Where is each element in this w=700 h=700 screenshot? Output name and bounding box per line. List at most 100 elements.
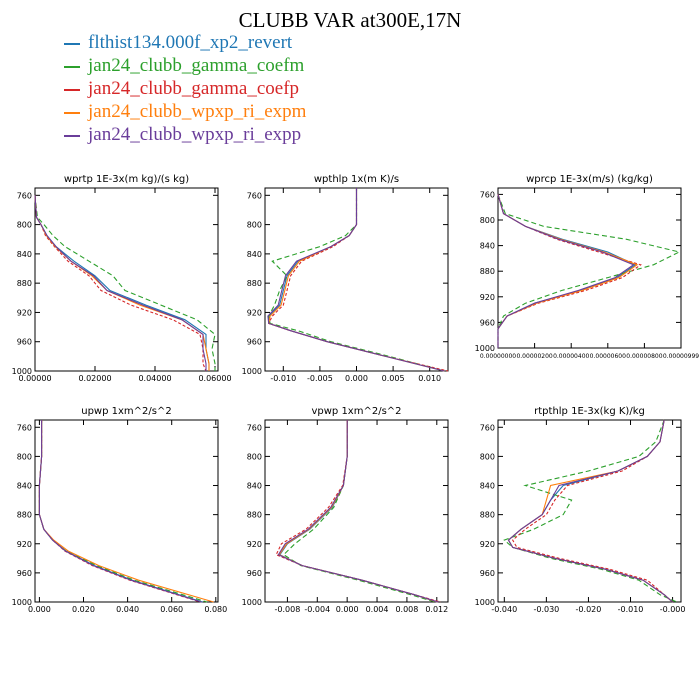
y-tick-label: 840 xyxy=(17,250,32,259)
y-tick-label: 1000 xyxy=(12,367,32,376)
x-tick-label: -0.030 xyxy=(533,605,559,614)
y-tick-label: 1000 xyxy=(475,344,495,353)
y-tick-label: 800 xyxy=(480,452,495,461)
y-tick-label: 800 xyxy=(480,216,495,225)
x-tick-label: 0.000 xyxy=(28,605,51,614)
x-tick-label: -0.008 xyxy=(275,605,301,614)
series-line xyxy=(267,188,449,372)
figure-title: CLUBB VAR at300E,17N xyxy=(238,8,462,32)
chart-panel: vpwp 1xm^2/s^2 760 800 840 880 920 960 1000 -0.0… xyxy=(242,406,449,614)
series-line xyxy=(268,188,445,372)
y-tick-label: 1000 xyxy=(242,367,262,376)
plot-frame xyxy=(34,419,219,603)
y-tick-label: 760 xyxy=(247,191,262,200)
x-tick-label: -0.005 xyxy=(307,374,333,383)
series-line xyxy=(507,419,673,603)
series-line xyxy=(34,195,210,371)
x-tick-label: 0.008 xyxy=(395,605,418,614)
plot-frame xyxy=(34,187,219,372)
y-tick-label: 840 xyxy=(17,482,32,491)
y-tick-label: 840 xyxy=(480,482,495,491)
x-tick-label: 0.06000 xyxy=(198,374,231,383)
chart-panel: upwp 1xm^2/s^2 760 800 840 880 920 960 10000.00… xyxy=(12,406,228,614)
y-tick-label: 880 xyxy=(17,279,32,288)
y-tick-label: 840 xyxy=(480,242,495,251)
chart-title: wpthlp 1x(m K)/s xyxy=(314,174,399,185)
y-tick-label: 920 xyxy=(247,540,262,549)
x-tick-label: -0.000 xyxy=(660,605,686,614)
chart-title: upwp 1xm^2/s^2 xyxy=(81,406,171,417)
chart-panel: rtpthlp 1E-3x(kg K)/kg 760 800 840 880 920 960… xyxy=(475,406,686,614)
x-tick-label: 0.012 xyxy=(425,605,448,614)
x-tick-label: 0.000 xyxy=(336,605,359,614)
y-tick-label: 920 xyxy=(17,540,32,549)
y-tick-label: 920 xyxy=(480,540,495,549)
x-tick-label: -0.010 xyxy=(270,374,296,383)
x-tick-label: 0.060 xyxy=(160,605,183,614)
y-tick-label: 1000 xyxy=(475,598,495,607)
y-tick-label: 960 xyxy=(247,338,262,347)
series-line xyxy=(34,195,207,372)
x-tick-label: 0.004 xyxy=(366,605,389,614)
y-tick-label: 760 xyxy=(480,190,495,199)
series-line xyxy=(38,420,202,603)
legend-item: flthist134.000f_xp2_revert xyxy=(64,31,306,54)
x-tick-label: 0.00000999 xyxy=(663,353,699,360)
y-tick-label: 880 xyxy=(17,511,32,520)
x-tick-label: 0.02000 xyxy=(78,374,111,383)
y-tick-label: 1000 xyxy=(242,598,262,607)
x-tick-label: -0.020 xyxy=(576,605,602,614)
x-tick-label: 0.00000000 xyxy=(480,353,516,360)
y-tick-label: 800 xyxy=(17,221,32,230)
series-line xyxy=(497,194,637,348)
x-tick-label: -0.010 xyxy=(618,605,644,614)
legend-item: jan24_clubb_gamma_coefp xyxy=(64,77,306,100)
x-tick-label: 0.020 xyxy=(72,605,95,614)
series-line xyxy=(267,188,445,372)
series-line xyxy=(497,194,639,348)
x-tick-label: -0.004 xyxy=(304,605,330,614)
x-tick-label: 0.010 xyxy=(418,374,441,383)
x-tick-label: -0.040 xyxy=(491,605,517,614)
y-tick-label: 760 xyxy=(17,191,32,200)
y-tick-label: 960 xyxy=(17,569,32,578)
chart-title: vpwp 1xm^2/s^2 xyxy=(311,406,401,417)
legend-item: jan24_clubb_wpxp_ri_expm xyxy=(64,100,306,123)
series-line xyxy=(507,419,673,603)
x-tick-label: 0.04000 xyxy=(138,374,171,383)
series-line xyxy=(275,420,441,603)
series-line xyxy=(497,194,681,348)
y-tick-label: 960 xyxy=(480,569,495,578)
y-tick-label: 960 xyxy=(247,569,262,578)
x-tick-label: 0.00000400 xyxy=(553,353,589,360)
series-line xyxy=(507,419,673,603)
chart-title: wprcp 1E-3x(m/s) (kg/kg) xyxy=(526,174,653,185)
legend-swatch xyxy=(64,42,80,45)
x-tick-label: 0.00000 xyxy=(18,374,51,383)
x-tick-label: 0.00000800 xyxy=(626,353,662,360)
y-tick-label: 800 xyxy=(17,452,32,461)
x-tick-label: 0.040 xyxy=(116,605,139,614)
legend-label: jan24_clubb_gamma_coefp xyxy=(88,78,300,99)
legend-swatch xyxy=(64,88,80,91)
x-tick-label: 0.000 xyxy=(345,374,368,383)
series-line xyxy=(34,195,207,371)
y-tick-label: 960 xyxy=(480,318,495,327)
legend-label: jan24_clubb_gamma_coefm xyxy=(88,55,305,76)
x-tick-label: 0.00000200 xyxy=(516,353,552,360)
y-tick-label: 840 xyxy=(247,482,262,491)
chart-panel: wpthlp 1x(m K)/s 760 800 840 880 920 960 1000 -0… xyxy=(242,174,449,383)
y-tick-label: 760 xyxy=(17,423,32,432)
y-tick-label: 880 xyxy=(480,267,495,276)
y-tick-label: 800 xyxy=(247,452,262,461)
series-line xyxy=(278,420,438,603)
y-tick-label: 880 xyxy=(247,511,262,520)
legend-swatch xyxy=(64,65,80,68)
legend-swatch xyxy=(64,134,80,137)
x-tick-label: 0.00000600 xyxy=(590,353,626,360)
plot-frame xyxy=(264,419,449,603)
y-tick-label: 880 xyxy=(247,279,262,288)
plot-frame xyxy=(497,187,682,349)
y-tick-label: 880 xyxy=(480,511,495,520)
chart-title: rtpthlp 1E-3x(kg K)/kg xyxy=(534,406,645,417)
